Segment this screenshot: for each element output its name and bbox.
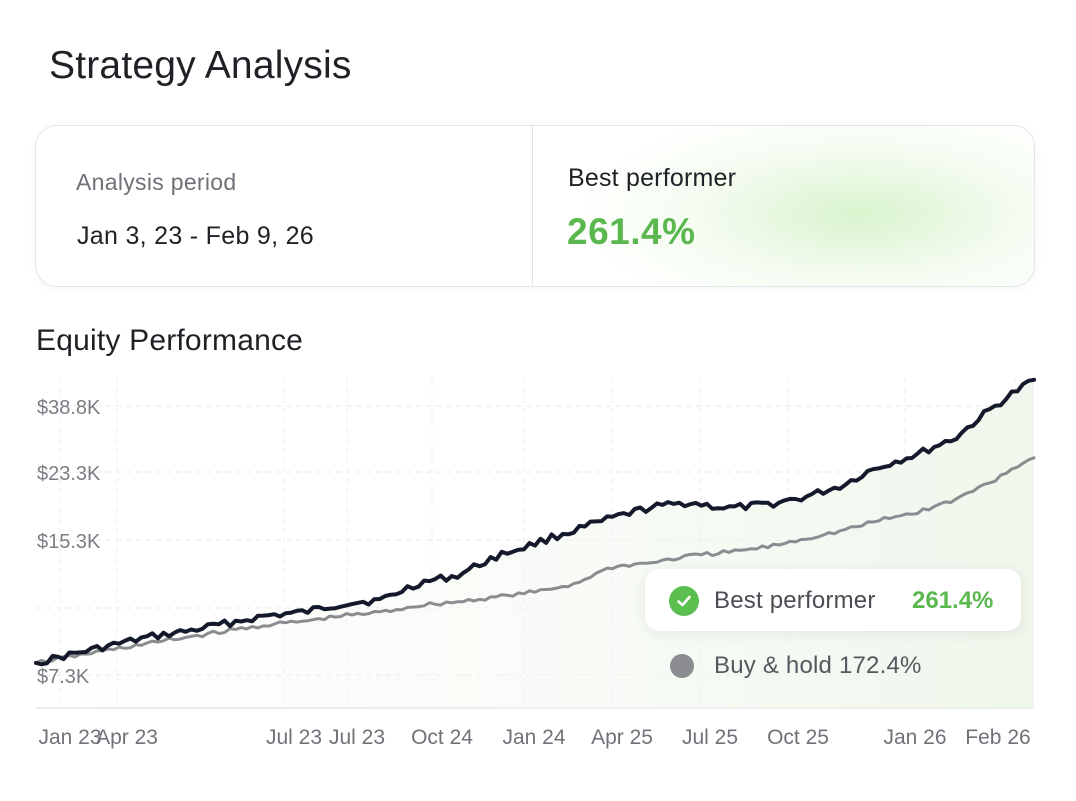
x-tick-label: Oct 25 — [767, 726, 829, 749]
x-tick-label: Apr 23 — [96, 726, 158, 749]
analysis-period-label: Analysis period — [76, 169, 237, 195]
best-performer-label: Best performer — [568, 164, 737, 192]
y-tick-label: $7.3K — [37, 666, 90, 688]
legend-best-performer-value: 261.4% — [912, 587, 994, 614]
x-tick-label: Jul 23 — [266, 726, 322, 749]
x-tick-label: Jul 25 — [682, 726, 738, 749]
summary-card: Analysis period Jan 3, 23 - Feb 9, 26 Be… — [35, 125, 1035, 287]
x-tick-label: Feb 26 — [965, 726, 1030, 749]
y-tick-label: $15.3K — [37, 531, 101, 553]
x-tick-label: Apr 25 — [591, 726, 653, 749]
legend-buy-and-hold: Buy & hold 172.4% — [665, 650, 995, 686]
analysis-period-value: Jan 3, 23 - Feb 9, 26 — [77, 222, 315, 250]
y-tick-label: $23.3K — [37, 463, 101, 485]
page-title: Strategy Analysis — [49, 44, 352, 87]
series-line-buy-and-hold — [34, 456, 1036, 665]
gray-dot-icon — [670, 654, 694, 678]
x-tick-label: Jan 23 — [38, 726, 101, 749]
analysis-period-panel: Analysis period Jan 3, 23 - Feb 9, 26 — [36, 126, 533, 286]
legend-best-performer: Best performer 261.4% — [645, 569, 1021, 631]
y-tick-label: $38.8K — [37, 397, 101, 419]
x-tick-label: Oct 24 — [411, 726, 473, 749]
x-tick-label: Jul 23 — [329, 726, 385, 749]
best-performer-panel: Best performer 261.4% — [533, 126, 1034, 286]
best-performer-value: 261.4% — [567, 211, 696, 252]
legend-best-performer-label: Best performer — [714, 587, 876, 614]
series-line-best-performer — [34, 377, 1036, 667]
legend-buy-and-hold-text: Buy & hold 172.4% — [714, 652, 922, 679]
x-tick-label: Jan 26 — [883, 726, 946, 749]
x-tick-label: Jan 24 — [502, 726, 565, 749]
check-circle-icon — [669, 586, 699, 616]
chart-title: Equity Performance — [36, 324, 304, 357]
